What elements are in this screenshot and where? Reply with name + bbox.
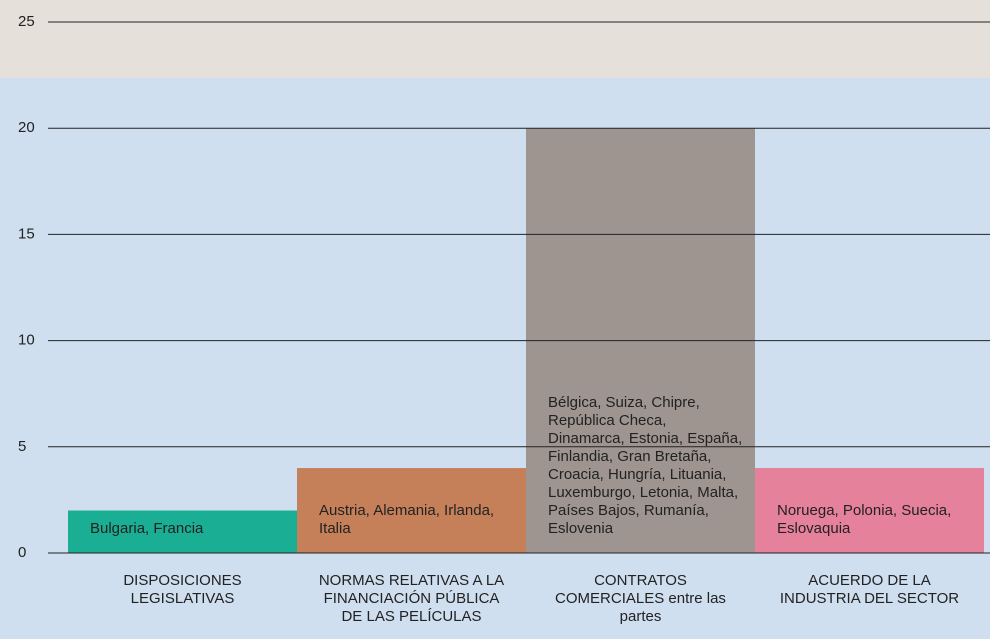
y-tick-label: 25 — [18, 13, 35, 30]
header-band — [0, 0, 990, 78]
x-tick-label: CONTRATOS COMERCIALES entre las partes — [555, 572, 726, 625]
bar-label: Bulgaria, Francia — [90, 519, 204, 537]
x-tick-label: NORMAS RELATIVAS A LA FINANCIACIÓN PÚBLI… — [318, 572, 505, 625]
bar-label: Austria, Alemania, Irlanda, Italia — [319, 501, 495, 537]
x-tick-label: DISPOSICIONES LEGISLATIVAS — [123, 572, 242, 607]
y-tick-label: 0 — [18, 544, 26, 561]
bar-label: Bélgica, Suiza, Chipre, República Checa,… — [548, 393, 743, 537]
bar-label: Noruega, Polonia, Suecia, Eslovaquia — [777, 501, 952, 537]
x-tick-label: ACUERDO DE LA INDUSTRIA DEL SECTOR — [779, 572, 960, 607]
bar — [68, 510, 297, 553]
y-tick-label: 5 — [18, 438, 26, 455]
y-tick-label: 15 — [18, 225, 35, 242]
bar — [755, 468, 984, 553]
y-tick-label: 10 — [18, 332, 35, 349]
bar — [297, 468, 526, 553]
y-tick-label: 20 — [18, 119, 35, 136]
